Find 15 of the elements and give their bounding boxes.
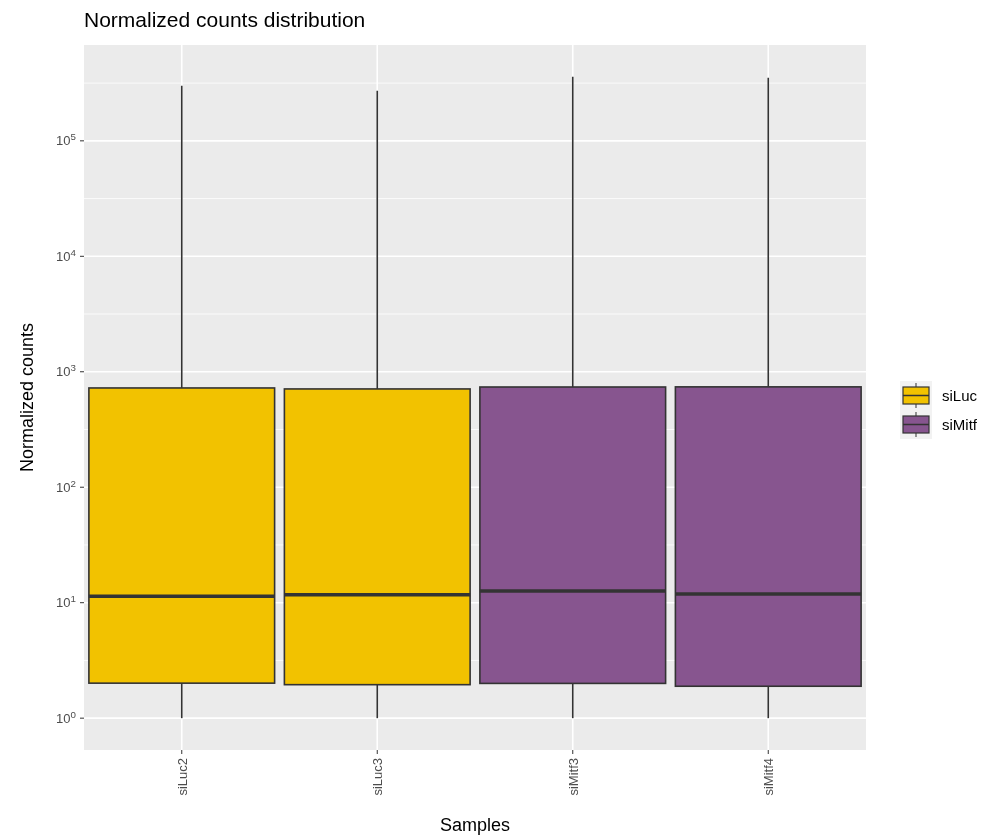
x-tick-label: siLuc2	[174, 758, 190, 796]
chart-title: Normalized counts distribution	[84, 8, 366, 31]
x-tick-label: siLuc3	[370, 758, 386, 796]
legend-label: siMitf	[942, 416, 978, 434]
y-tick-label: 10$^{4}$	[56, 246, 77, 264]
y-tick-label: 10$^{3}$	[56, 361, 76, 380]
y-tick-label: 10$^{2}$	[56, 477, 76, 495]
y-tick-label: 10$^{1}$	[56, 592, 76, 611]
y-tick-label: 10$^{0}$	[56, 708, 77, 726]
x-tick-label: siMitf4	[761, 758, 777, 796]
legend-label: siLuc	[942, 387, 978, 405]
x-axis-title: Samples	[439, 815, 511, 835]
y-axis-title: Normalized counts	[17, 322, 37, 473]
x-tick-label: siMitf3	[565, 758, 581, 796]
y-tick-label: 10$^{5}$	[56, 130, 77, 149]
